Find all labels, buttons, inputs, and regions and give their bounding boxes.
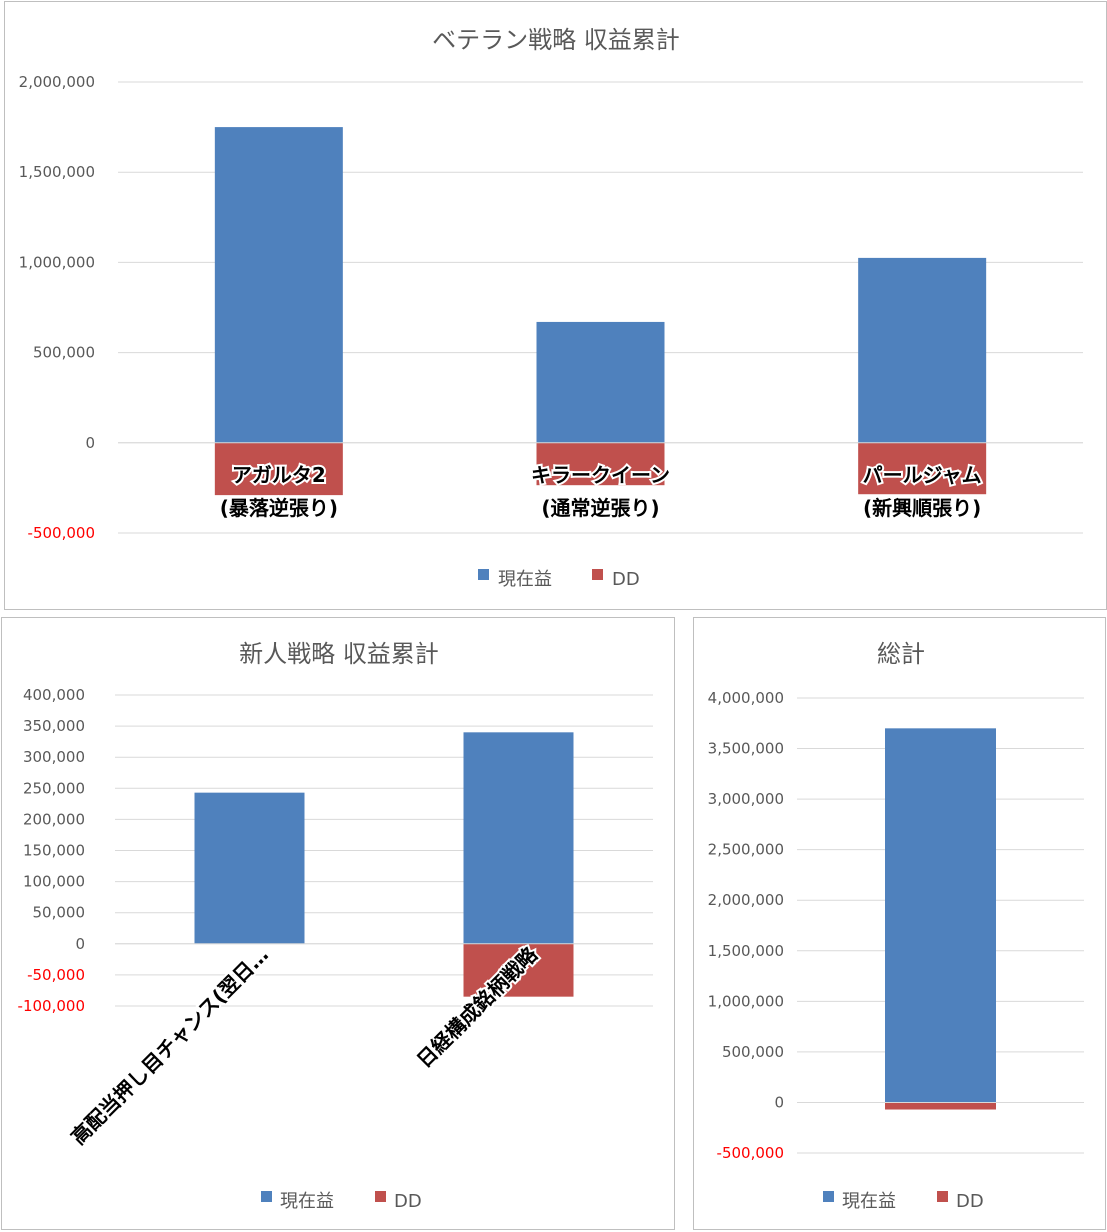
y-tick-label: 0 [75,935,85,953]
legend-swatch-dd [375,1191,386,1202]
bar-dd [463,943,574,997]
y-tick-label: 350,000 [23,717,85,735]
bar-profit [194,792,305,944]
bar-profit [536,321,665,443]
bar-dd [858,442,987,495]
y-tick-label: 2,000,000 [19,73,95,91]
category-label: (通常逆張り) [541,496,659,520]
bar-profit [463,732,574,944]
y-tick-label: 150,000 [23,842,85,860]
y-tick-label: 100,000 [23,873,85,891]
chart-title-newcomer: 新人戦略 収益累計 [239,640,439,668]
category-label: アガルタ2 [232,463,326,487]
chart-title-total: 総計 [877,640,925,668]
legend-label-dd: DD [394,1191,422,1212]
y-tick-label: 50,000 [33,904,86,922]
category-label: (暴落逆張り) [220,496,338,520]
legend-swatch-dd [937,1191,948,1202]
plot-area-newcomer: 400,000 350,000 300,000 250,000 200,000 150,0… [18,686,653,1151]
chart-svg-newcomer: 新人戦略 収益累計 400,000 350,000 300,000 250,000 20… [18,640,653,1212]
chart-panel-newcomer: 新人戦略 収益累計 400,000 350,000 300,000 250,000 20… [1,617,675,1230]
legend-label-profit: 現在益 [280,1191,334,1212]
y-tick-label: 1,000,000 [19,253,95,271]
y-tick-label: 400,000 [23,686,85,704]
bar-dd [885,1102,996,1110]
legend-label-dd: DD [612,569,640,590]
chart-panel-veteran: ベテラン戦略 収益累計 2,000,000 1,500,000 1,000,000 5… [4,1,1107,610]
plot-area-veteran: 2,000,000 1,500,000 1,000,000 500,000 0 -500,… [19,73,1083,542]
bar-profit [214,127,343,443]
y-tick-label: 300,000 [23,748,85,766]
y-tick-label: 0 [774,1093,784,1111]
bar-profit [858,257,987,443]
y-tick-label: -100,000 [18,997,85,1015]
y-tick-label: 500,000 [722,1043,784,1061]
legend-label-profit: 現在益 [842,1191,896,1212]
chart-svg-total: 総計 4,000,000 3,500,000 3,000,000 2,500,000 2… [708,640,1084,1212]
y-tick-label: -500,000 [28,524,95,542]
category-label: パールジャム [863,463,982,487]
legend-label-profit: 現在益 [498,569,552,590]
category-label: (新興順張り) [863,496,981,520]
category-label: キラークイーン [531,463,670,487]
y-tick-label: 200,000 [23,810,85,828]
legend-veteran: 現在益 DD [478,569,640,590]
y-tick-label: 2,000,000 [708,891,784,909]
category-label: 高配当押し目チャンス(翌日… [66,942,273,1149]
y-tick-label: 250,000 [23,779,85,797]
bar-dd [536,442,665,486]
y-tick-label: 3,500,000 [708,740,784,758]
chart-svg-veteran: ベテラン戦略 収益累計 2,000,000 1,500,000 1,000,000 5… [19,26,1083,590]
y-tick-label: 4,000,000 [708,689,784,707]
y-tick-label: 0 [85,434,95,452]
plot-area-total: 4,000,000 3,500,000 3,000,000 2,500,000 2,00… [708,689,1084,1162]
chart-title-veteran: ベテラン戦略 収益累計 [432,26,680,54]
legend-swatch-profit [823,1191,834,1202]
y-tick-label: 1,500,000 [19,163,95,181]
legend-label-dd: DD [956,1191,984,1212]
y-tick-label: 1,500,000 [708,942,784,960]
legend-total: 現在益 DD [823,1191,984,1212]
legend-swatch-profit [261,1191,272,1202]
bar-dd [214,442,343,496]
y-tick-label: 2,500,000 [708,841,784,859]
chart-panel-total: 総計 4,000,000 3,500,000 3,000,000 2,500,000 2… [693,617,1106,1230]
y-tick-label: -500,000 [717,1144,784,1162]
bar-profit [885,728,996,1103]
legend-newcomer: 現在益 DD [261,1191,422,1212]
y-tick-label: 500,000 [33,344,95,362]
y-tick-label: 3,000,000 [708,790,784,808]
legend-swatch-dd [592,569,603,580]
y-tick-label: -50,000 [27,966,85,984]
y-tick-label: 1,000,000 [708,992,784,1010]
legend-swatch-profit [478,569,489,580]
